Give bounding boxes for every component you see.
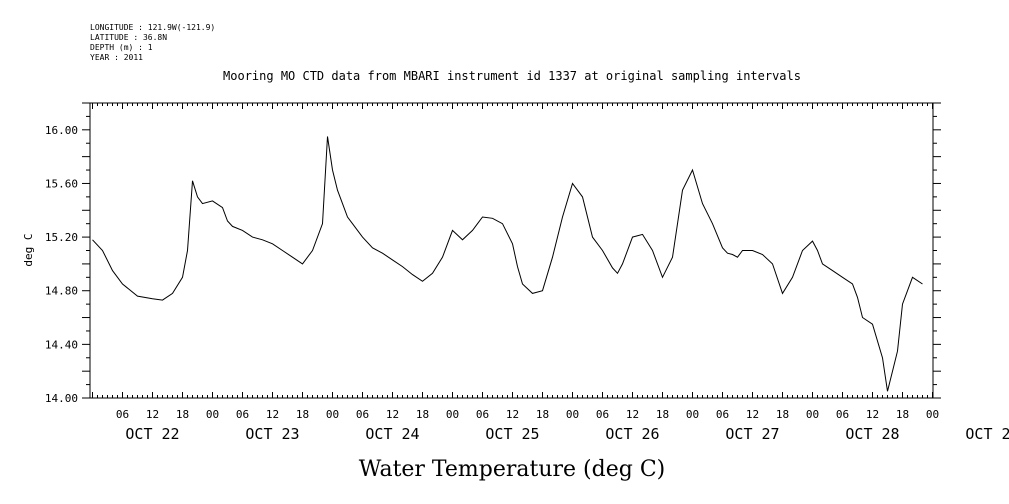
x-tick-label: 06 — [836, 408, 849, 421]
x-tick-label: 18 — [896, 408, 909, 421]
x-tick-label: 00 — [326, 408, 339, 421]
x-tick-label: 06 — [476, 408, 489, 421]
x-day-label: OCT 23 — [245, 425, 299, 443]
x-tick-label: 12 — [386, 408, 399, 421]
y-axis-label: deg C — [22, 233, 35, 266]
axis-labels: 06 12 18 00 06 12 18 00 06 12 18 00 06 12 18 00 06 12 18 00… — [45, 124, 1009, 443]
x-tick-label: 18 — [176, 408, 189, 421]
x-tick-label: 00 — [206, 408, 219, 421]
x-tick-label: 12 — [746, 408, 759, 421]
y-tick-label: 14.40 — [45, 338, 78, 351]
meta-year: YEAR : 2011 — [90, 53, 143, 62]
x-tick-label: 00 — [806, 408, 819, 421]
x-tick-label: 06 — [716, 408, 729, 421]
plot-frame — [89, 102, 934, 399]
x-tick-label: 00 — [446, 408, 459, 421]
y-tick-label: 15.20 — [45, 231, 78, 244]
x-tick-label: 12 — [866, 408, 879, 421]
x-tick-label: 18 — [776, 408, 789, 421]
x-tick-label: 18 — [416, 408, 429, 421]
x-tick-label: 12 — [146, 408, 159, 421]
x-day-label: OCT 26 — [605, 425, 659, 443]
metadata-block: LONGITUDE : 121.9W(-121.9) LATITUDE : 36… — [90, 23, 215, 62]
x-tick-label: 00 — [686, 408, 699, 421]
meta-depth: DEPTH (m) : 1 — [90, 43, 153, 52]
x-day-label: OCT 22 — [125, 425, 179, 443]
x-tick-label: 18 — [656, 408, 669, 421]
x-tick-label: 12 — [266, 408, 279, 421]
x-tick-label: 06 — [236, 408, 249, 421]
y-tick-label: 14.80 — [45, 285, 78, 298]
x-tick-label: 00 — [566, 408, 579, 421]
y-tick-label: 15.60 — [45, 177, 78, 190]
chart-title: Mooring MO CTD data from MBARI instrumen… — [223, 69, 801, 83]
x-tick-label: 06 — [596, 408, 609, 421]
x-tick-label: 18 — [296, 408, 309, 421]
x-day-label: OCT 25 — [485, 425, 539, 443]
x-tick-label: 06 — [356, 408, 369, 421]
y-tick-label: 14.00 — [45, 392, 78, 405]
x-axis-title: Water Temperature (deg C) — [359, 457, 666, 482]
meta-longitude: LONGITUDE : 121.9W(-121.9) — [90, 23, 215, 32]
meta-latitude: LATITUDE : 36.8N — [90, 33, 167, 42]
x-tick-label: 18 — [536, 408, 549, 421]
x-day-label: OCT 24 — [365, 425, 419, 443]
x-day-label: OCT 28 — [845, 425, 899, 443]
x-tick-label: 00 — [926, 408, 939, 421]
x-day-label: OCT 29 — [965, 425, 1009, 443]
x-tick-label: 12 — [626, 408, 639, 421]
x-tick-label: 06 — [116, 408, 129, 421]
y-tick-label: 16.00 — [45, 124, 78, 137]
x-tick-label: 12 — [506, 408, 519, 421]
x-day-label: OCT 27 — [725, 425, 779, 443]
axis-ticks — [82, 102, 941, 399]
temperature-series-line — [92, 136, 923, 392]
